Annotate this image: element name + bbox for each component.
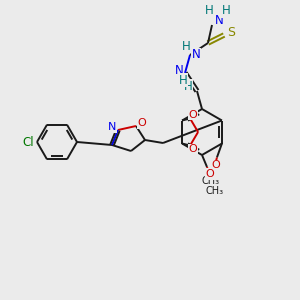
Text: H: H xyxy=(222,4,230,17)
Text: O: O xyxy=(206,169,214,179)
Text: N: N xyxy=(175,64,183,77)
Text: O: O xyxy=(189,110,197,119)
Text: Cl: Cl xyxy=(22,136,34,148)
Text: CH₃: CH₃ xyxy=(206,186,224,196)
Text: O: O xyxy=(212,160,220,170)
Text: N: N xyxy=(192,49,200,62)
Text: H: H xyxy=(178,74,188,86)
Text: O: O xyxy=(138,118,146,128)
Text: S: S xyxy=(227,26,235,40)
Text: H: H xyxy=(182,40,190,52)
Text: H: H xyxy=(184,80,192,92)
Text: CH₃: CH₃ xyxy=(202,176,220,187)
Text: N: N xyxy=(214,14,224,26)
Text: O: O xyxy=(189,145,197,154)
Text: N: N xyxy=(108,122,116,132)
Text: H: H xyxy=(205,4,213,17)
